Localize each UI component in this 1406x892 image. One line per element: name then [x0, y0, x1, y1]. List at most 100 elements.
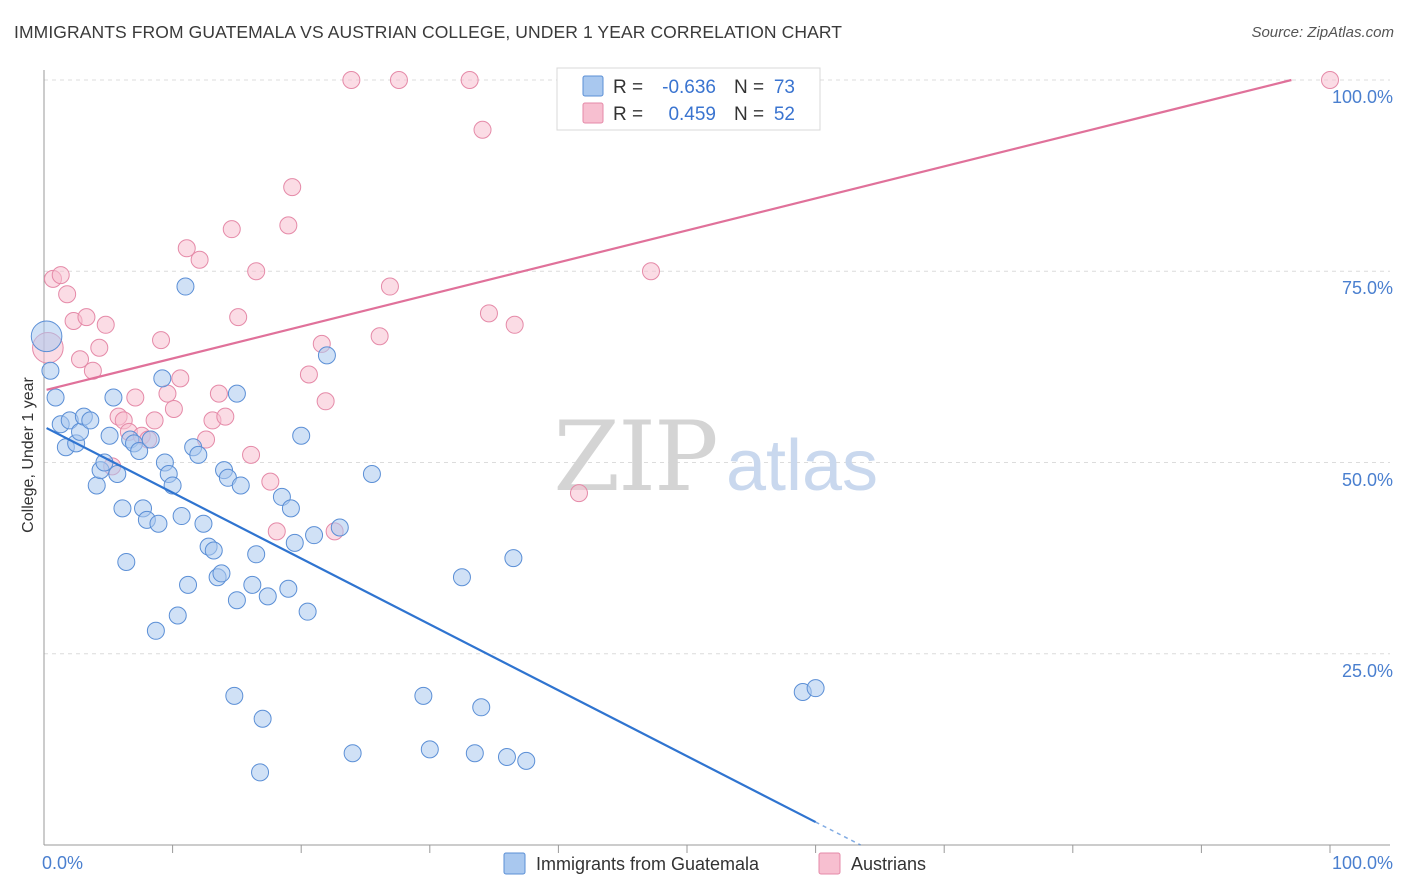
legend-label-austrians: Austrians [851, 854, 926, 874]
guatemala-point-9 [81, 411, 100, 430]
austrians-point-41 [380, 277, 399, 296]
austrians-point-32 [261, 472, 280, 491]
guatemala-point-63 [414, 686, 433, 705]
guatemala-point-61 [343, 744, 362, 763]
guatemala-point-57 [298, 602, 317, 621]
austrians-point-31 [247, 262, 266, 281]
guatemala-point-29 [163, 476, 182, 495]
source-label: Source: ZipAtlas.com [1251, 24, 1394, 41]
series-legend: Immigrants from Guatemala Austrians [503, 852, 926, 875]
guatemala-point-43 [225, 686, 244, 705]
austrians-point-40 [370, 327, 389, 346]
guatemala-point-14 [104, 388, 123, 407]
austrians-point-3 [58, 285, 77, 304]
austrians-point-17 [145, 411, 164, 430]
guatemala-point-2 [46, 388, 65, 407]
austrians-point-43 [389, 71, 408, 89]
guatemala-point-66 [465, 744, 484, 763]
guatemala-point-38 [204, 541, 223, 560]
x-axis-ticks [172, 845, 1331, 853]
guatemala-point-64 [420, 740, 439, 759]
guatemala-point-23 [141, 430, 160, 449]
stats-n1-value: 73 [774, 77, 795, 98]
guatemala-point-32 [176, 277, 195, 296]
guatemala-point-46 [231, 476, 250, 495]
guatemala-point-1 [41, 361, 60, 380]
austrians-point-35 [283, 178, 302, 197]
y-tick-label-100: 100.0% [1332, 87, 1393, 107]
guatemala-point-44 [227, 384, 246, 403]
guatemala-point-17 [117, 552, 136, 571]
stats-r2-label: R = [613, 104, 643, 125]
chart-title: IMMIGRANTS FROM GUATEMALA VS AUSTRIAN CO… [14, 22, 843, 42]
guatemala-point-35 [189, 445, 208, 464]
stats-legend: R = -0.636 N = 73 R = 0.459 N = 52 [556, 67, 821, 131]
guatemala-point-72 [806, 679, 825, 698]
x-tick-label-100: 100.0% [1332, 853, 1393, 873]
guatemala-point-10 [87, 476, 106, 495]
austrians-point-49 [641, 262, 660, 281]
guatemala-point-51 [258, 587, 277, 606]
guatemala-point-40 [212, 564, 231, 583]
y-tick-label-75: 75.0% [1342, 278, 1393, 298]
guatemala-point-53 [279, 579, 298, 598]
austrians-point-19 [158, 384, 177, 403]
stats-r1-value: -0.636 [662, 77, 716, 98]
austrians-point-14 [126, 388, 145, 407]
guatemala-point-55 [285, 533, 304, 552]
y-tick-labels: 25.0% 50.0% 75.0% 100.0% [1332, 87, 1393, 681]
austrians-point-34 [279, 216, 298, 235]
stats-r1-label: R = [613, 77, 643, 98]
y-tick-label-50: 50.0% [1342, 470, 1393, 490]
guatemala-point-60 [330, 518, 349, 537]
guatemala-point-47 [243, 575, 262, 594]
guatemala-point-13 [100, 426, 119, 445]
guatemala-point-68 [497, 748, 516, 767]
austrians-point-51 [1321, 71, 1339, 89]
guatemala-point-70 [517, 751, 536, 770]
austrians-point-48 [569, 484, 588, 503]
austrians-trend-line [46, 78, 1292, 391]
austrians-point-42 [342, 71, 361, 89]
guatemala-point-24 [146, 621, 165, 640]
stats-n1-label: N = [734, 77, 764, 98]
stats-swatch-pink [582, 102, 604, 124]
guatemala-point-30 [168, 606, 187, 625]
watermark-atlas: atlas [726, 426, 878, 506]
guatemala-point-45 [227, 591, 246, 610]
austrians-point-21 [171, 369, 190, 388]
guatemala-point-36 [194, 514, 213, 533]
guatemala-point-50 [253, 709, 272, 728]
legend-swatch-austrians [818, 852, 841, 875]
trend-lines [46, 78, 1292, 846]
austrians-point-6 [77, 308, 96, 327]
guatemala-point-33 [179, 575, 198, 594]
guatemala-trend-line [46, 427, 817, 824]
grid-lines [44, 79, 1390, 655]
guatemala-point-59 [317, 346, 336, 365]
y-axis-title: College, Under 1 year [20, 377, 37, 533]
y-tick-label-25: 25.0% [1342, 661, 1393, 681]
austrians-point-28 [222, 220, 241, 239]
austrians-point-22 [177, 239, 196, 258]
guatemala-point-0 [30, 320, 63, 353]
austrians-point-45 [473, 120, 492, 139]
guatemala-point-69 [504, 549, 523, 568]
austrians-point-26 [209, 384, 228, 403]
austrians-point-18 [152, 331, 171, 350]
austrians-point-47 [505, 315, 524, 334]
austrians-point-27 [216, 407, 235, 426]
guatemala-point-31 [172, 507, 191, 526]
guatemala-point-25 [149, 514, 168, 533]
austrians-point-36 [299, 365, 318, 384]
guatemala-trend-extension [815, 821, 861, 846]
austrians-point-2 [51, 266, 70, 285]
stats-n2-label: N = [734, 104, 764, 125]
stats-swatch-blue [582, 75, 604, 97]
guatemala-point-48 [247, 545, 266, 564]
austrians-point-30 [242, 445, 261, 464]
guatemala-point-56 [292, 426, 311, 445]
guatemala-point-16 [113, 499, 132, 518]
guatemala-point-20 [130, 442, 149, 461]
